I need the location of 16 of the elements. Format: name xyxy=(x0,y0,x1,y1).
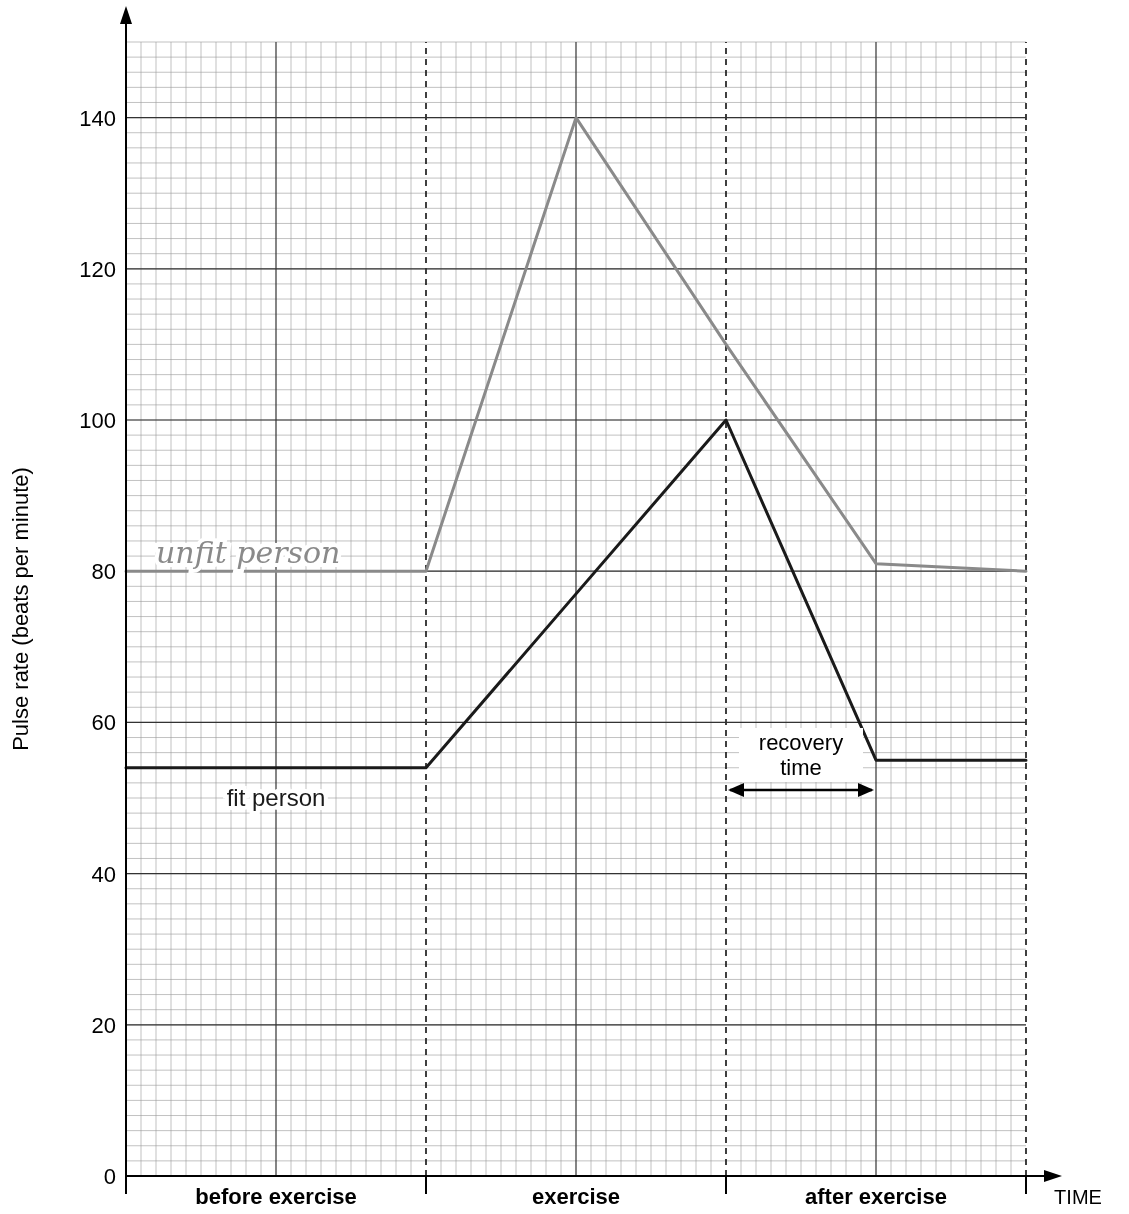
y-tick-label: 20 xyxy=(91,1012,116,1038)
y-axis-title: Pulse rate (beats per minute) xyxy=(8,467,33,751)
y-tick-label: 120 xyxy=(79,256,116,282)
y-tick-label: 40 xyxy=(91,861,116,887)
series-label: fit person xyxy=(226,783,326,811)
x-tick-label: exercise xyxy=(531,1184,621,1209)
annotation: recovery time xyxy=(758,730,844,780)
y-tick-label: 80 xyxy=(91,559,116,585)
x-tick-label: after exercise xyxy=(805,1184,947,1209)
y-tick-label: 0 xyxy=(103,1164,116,1189)
line-series xyxy=(124,116,1028,573)
x-tick-label: before exercise xyxy=(195,1184,357,1209)
y-tick-label: 140 xyxy=(79,105,116,131)
y-tick-label: 60 xyxy=(91,710,116,736)
x-axis-title: TIME xyxy=(1054,1186,1102,1208)
y-tick-label: 100 xyxy=(79,408,116,433)
